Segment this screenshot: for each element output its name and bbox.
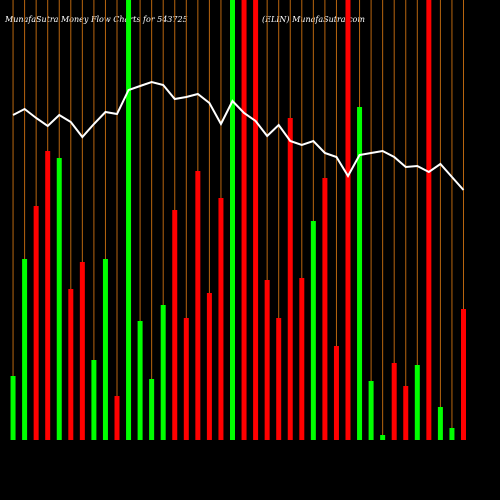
bar — [380, 435, 386, 440]
bar — [172, 210, 178, 440]
bar — [426, 0, 432, 440]
bar — [253, 0, 259, 440]
bar — [56, 158, 62, 440]
bar — [437, 407, 443, 440]
bar — [218, 198, 224, 440]
bar — [461, 309, 466, 440]
bar — [322, 178, 328, 440]
bar — [206, 293, 212, 440]
bar — [310, 221, 316, 440]
bar — [22, 259, 28, 440]
bar — [137, 321, 143, 440]
bar — [195, 171, 201, 440]
bar — [414, 365, 420, 440]
money-flow-line — [12, 80, 465, 191]
bar — [68, 289, 74, 440]
bar — [149, 379, 155, 440]
bar — [345, 0, 351, 440]
bar — [391, 363, 397, 440]
bar — [287, 118, 293, 440]
bar — [91, 360, 97, 440]
bar — [102, 259, 108, 440]
bar — [299, 278, 305, 440]
bar — [241, 0, 247, 440]
bar — [449, 428, 455, 440]
bar — [183, 318, 189, 440]
bar — [79, 262, 85, 440]
chart-title: MunafaSutra Money Flow Charts for 543725 — [4, 15, 188, 24]
bar — [264, 280, 270, 440]
bar — [403, 386, 409, 440]
bar — [126, 0, 132, 440]
bar — [333, 346, 339, 440]
bar — [10, 376, 16, 440]
bar — [33, 206, 39, 440]
bar — [114, 396, 120, 440]
bar — [368, 381, 374, 440]
bar — [276, 318, 282, 440]
bar — [45, 151, 51, 440]
bar — [230, 0, 235, 440]
bar — [160, 305, 166, 440]
bar — [357, 107, 363, 440]
